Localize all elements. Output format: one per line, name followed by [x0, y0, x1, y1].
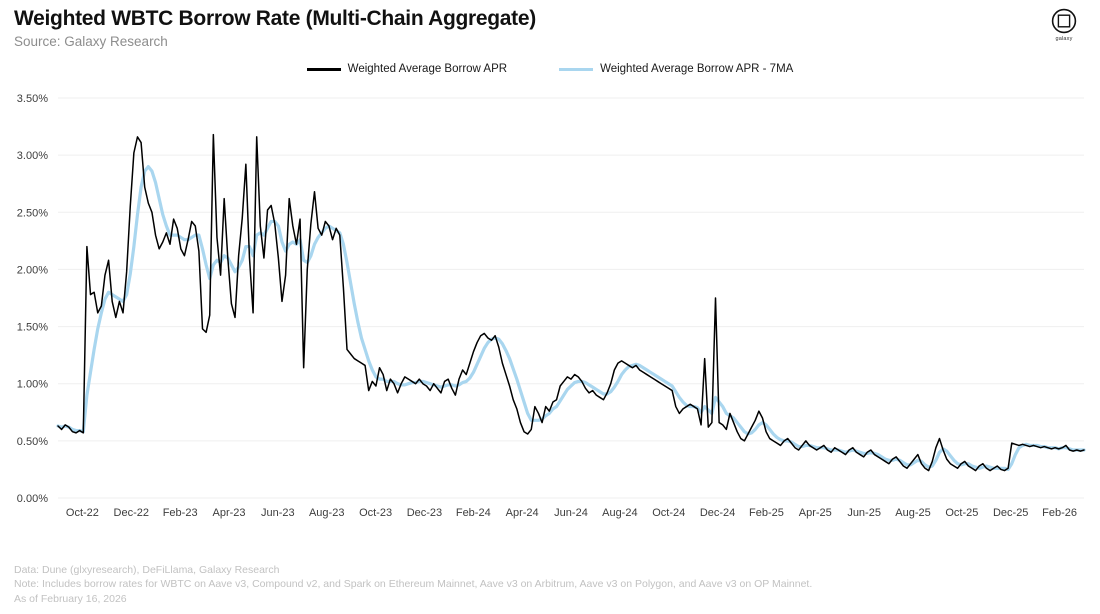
legend-label-apr: Weighted Average Borrow APR [347, 63, 508, 75]
footnote-asof: As of February 16, 2026 [14, 592, 127, 605]
y-axis-tick-label: 2.50% [17, 207, 48, 219]
x-axis-tick-label: Feb-23 [163, 507, 198, 519]
brand-label: galaxy [1055, 36, 1073, 42]
legend-swatch-apr [306, 67, 341, 71]
y-axis-tick-label: 0.00% [17, 493, 48, 505]
x-axis-tick-label: Oct-24 [652, 507, 685, 519]
y-axis-tick-label: 0.50% [17, 436, 48, 448]
x-axis-tick-label: Apr-25 [799, 507, 832, 519]
x-axis-tick-label: Apr-23 [212, 507, 245, 519]
x-axis-tick-label: Dec-25 [993, 507, 1028, 519]
x-axis-tick-label: Oct-25 [945, 507, 978, 519]
x-axis-tick-label: Oct-23 [359, 507, 392, 519]
x-axis-tick-label: Feb-25 [749, 507, 784, 519]
y-axis-tick-label: 3.00% [17, 150, 48, 162]
x-axis-tick-label: Feb-26 [1042, 507, 1077, 519]
series-line-borrow-apr [57, 133, 1085, 472]
x-axis-tick-label: Jun-23 [261, 507, 295, 519]
x-axis-tick-label: Oct-22 [66, 507, 99, 519]
galaxy-logo-icon [1051, 8, 1077, 34]
chart-plot-area: 0.00% 0.50% 1.00% 1.50% 2.00% 2.50% 3.00% 3.50%… [0, 88, 1100, 538]
series-line-borrow-apr-7ma [56, 164, 1086, 472]
legend-item-apr-7ma[interactable]: Weighted Average Borrow APR - 7MA [559, 63, 793, 75]
footnote-note: Note: Includes borrow rates for WBTC on … [14, 578, 813, 590]
x-axis-tick-label: Aug-24 [602, 507, 637, 519]
y-axis-tick-label: 3.50% [17, 93, 48, 105]
x-axis-tick-label: Dec-22 [114, 507, 149, 519]
footnote-data: Data: Dune (glxyresearch), DeFiLlama, Ga… [14, 563, 280, 576]
x-axis-tick-label: Dec-23 [407, 507, 442, 519]
legend-swatch-apr-7ma [559, 67, 594, 71]
x-axis-tick-label: Jun-24 [554, 507, 588, 519]
chart-legend: Weighted Average Borrow APR Weighted Ave… [0, 63, 1100, 75]
x-axis-tick-label: Feb-24 [456, 507, 491, 519]
x-axis-tick-label: Apr-24 [506, 507, 539, 519]
x-axis-tick-label: Aug-23 [309, 507, 344, 519]
legend-item-apr[interactable]: Weighted Average Borrow APR [306, 63, 508, 75]
chart-footnotes: Data: Dune (glxyresearch), DeFiLlama, Ga… [14, 563, 1084, 607]
y-axis-tick-label: 2.00% [17, 264, 48, 276]
chart-source-label: Source: Galaxy Research [14, 34, 168, 49]
page-title: Weighted WBTC Borrow Rate (Multi-Chain A… [14, 7, 536, 30]
y-axis-tick-label: 1.00% [17, 379, 48, 391]
line-chart: 0.00% 0.50% 1.00% 1.50% 2.00% 2.50% 3.00% 3.50%… [17, 93, 1086, 519]
legend-label-apr-7ma: Weighted Average Borrow APR - 7MA [600, 63, 794, 75]
x-axis-tick-label: Aug-25 [895, 507, 930, 519]
brand-logo: galaxy [1042, 8, 1086, 42]
y-axis-tick-label: 1.50% [17, 322, 48, 334]
x-axis-tick-label: Dec-24 [700, 507, 735, 519]
x-axis-tick-label: Jun-25 [847, 507, 881, 519]
chart-header: Weighted WBTC Borrow Rate (Multi-Chain A… [14, 6, 1014, 51]
